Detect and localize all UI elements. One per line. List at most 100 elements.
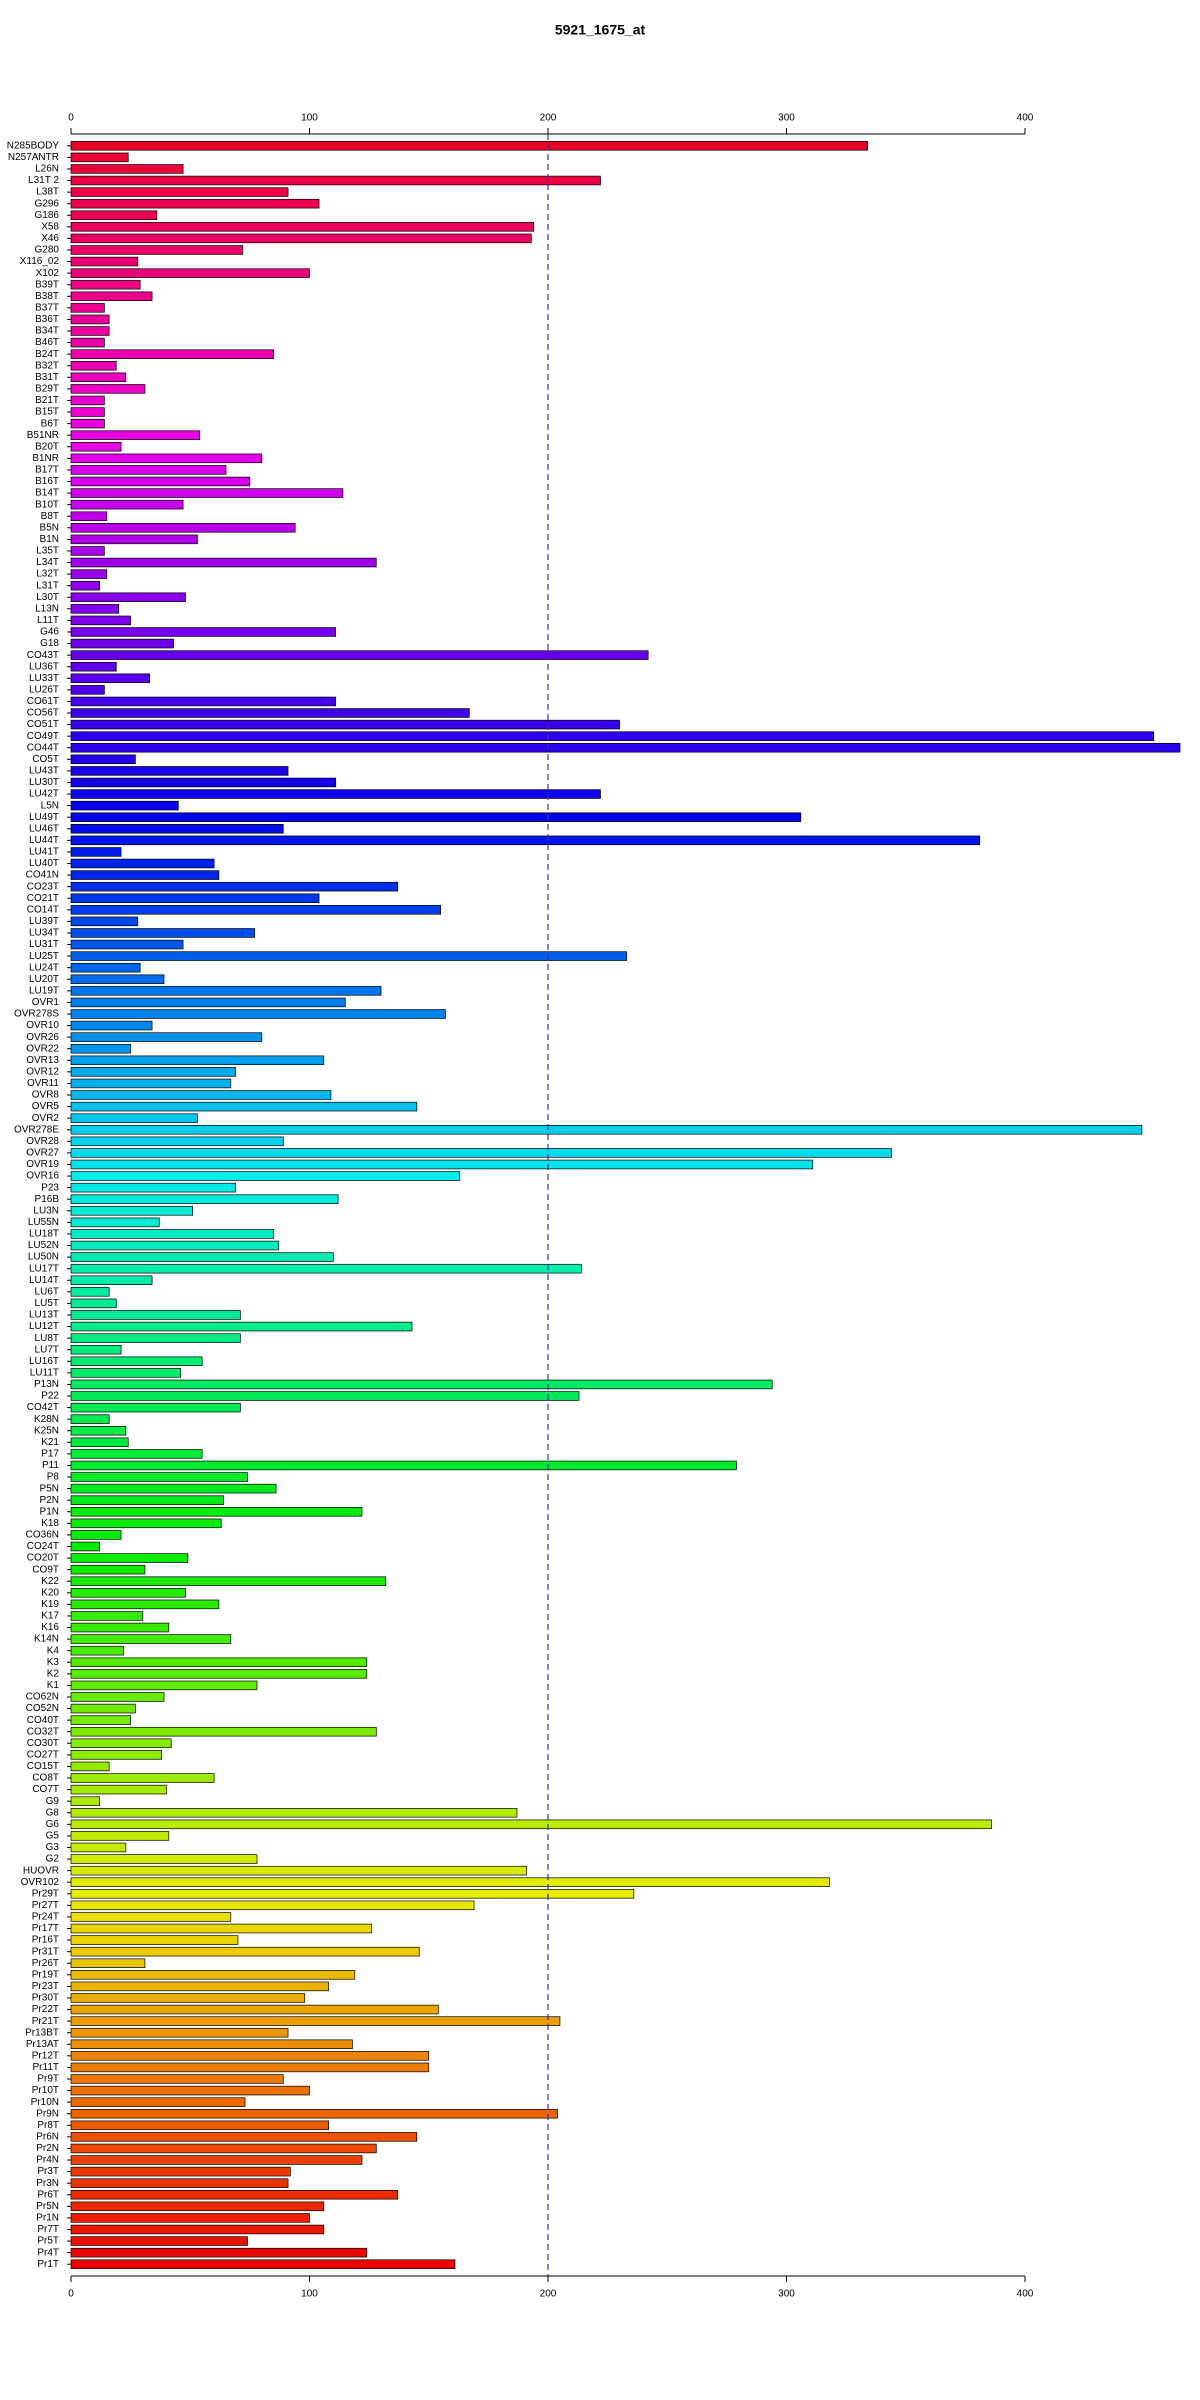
y-tick-label: LU31T [29, 939, 59, 950]
y-tick-label: LU55N [28, 1217, 59, 1228]
y-tick-label: LU33T [29, 673, 59, 684]
bar [70, 708, 470, 718]
y-tick-label: LU7T [35, 1344, 59, 1355]
y-tick-label: LU18T [29, 1229, 59, 1240]
y-tick-label: HUOVR [23, 1865, 59, 1876]
y-tick-label: Pr6N [36, 2132, 59, 2143]
bar [70, 1206, 193, 1216]
bar [70, 314, 110, 325]
bar [70, 1379, 773, 1390]
bar [70, 152, 129, 163]
bar [70, 2062, 430, 2073]
bar [70, 279, 141, 290]
y-tick-label: B24T [35, 349, 59, 360]
y-tick-label: CO42T [27, 1402, 59, 1413]
bar [70, 974, 165, 985]
y-tick-label: K18 [41, 1518, 59, 1529]
y-tick-label: L32T [36, 569, 59, 580]
y-tick-label: B32T [35, 360, 59, 371]
y-tick-label: G9 [46, 1796, 60, 1807]
y-tick-label: L31T 2 [28, 175, 59, 186]
bar [70, 905, 442, 915]
bar [70, 1090, 332, 1100]
bar [70, 580, 100, 591]
bar [70, 1333, 241, 1343]
bar [70, 1518, 222, 1529]
bar [70, 847, 122, 857]
y-tick-label: Pr3N [36, 2178, 59, 2189]
y-tick-label: LU36T [29, 661, 59, 672]
y-tick-label: B1N [40, 534, 59, 545]
bar [70, 1078, 232, 1089]
bar [70, 650, 649, 660]
y-tick-label: CO24T [27, 1541, 59, 1552]
bar [70, 1507, 363, 1517]
y-tick-label: L5N [41, 800, 59, 811]
bar [70, 384, 146, 394]
y-tick-label: OVR5 [32, 1101, 60, 1112]
y-tick-label: Pr13BT [25, 2027, 59, 2038]
y-tick-label: LU42T [29, 789, 59, 800]
y-tick-label: G6 [46, 1819, 60, 1830]
bar [70, 824, 284, 834]
bar [70, 245, 244, 255]
y-tick-label: Pr12T [32, 2050, 59, 2061]
bar [70, 928, 255, 938]
x-tick-label: 300 [778, 2289, 795, 2300]
y-tick-label: Pr31T [32, 1946, 59, 1957]
bar [70, 916, 139, 927]
bar [70, 303, 105, 313]
y-tick-label: CO44T [27, 742, 59, 753]
y-tick-label: K20 [41, 1587, 59, 1598]
bar [70, 1125, 1143, 1135]
bar [70, 1425, 127, 1436]
y-tick-label: P22 [41, 1391, 59, 1402]
bar [70, 337, 105, 348]
bar [70, 1981, 329, 1992]
bar [70, 1576, 387, 1586]
bar [70, 939, 184, 950]
y-tick-label: B20T [35, 441, 59, 452]
bar [70, 1055, 325, 1066]
y-tick-label: Pr2N [36, 2143, 59, 2154]
y-tick-label: CO27T [27, 1750, 59, 1761]
y-tick-label: Pr24T [32, 1912, 59, 1923]
bar [70, 372, 127, 383]
y-tick-label: B1NR [32, 453, 59, 464]
y-tick-label: L26N [35, 164, 59, 175]
y-tick-label: LU19T [29, 985, 59, 996]
y-tick-label: LU40T [29, 858, 59, 869]
y-tick-label: N257ANTR [8, 152, 59, 163]
bar [70, 2143, 377, 2154]
bar [70, 453, 263, 464]
y-tick-label: Pr9N [36, 2108, 59, 2119]
y-tick-label: LU16T [29, 1356, 59, 1367]
bar [70, 1877, 830, 1887]
bar [70, 175, 601, 186]
y-tick-label: OVR11 [27, 1078, 59, 1089]
y-tick-label: OVR19 [26, 1159, 59, 1170]
bar [70, 1229, 275, 1239]
y-tick-label: K28N [34, 1414, 59, 1425]
y-tick-label: CO14T [27, 904, 59, 915]
bar [70, 719, 620, 730]
y-tick-label: Pr3T [37, 2166, 59, 2177]
bar [70, 1159, 814, 1170]
y-tick-label: LU11T [30, 1367, 59, 1378]
bar [70, 1009, 446, 1019]
y-tick-label: L13N [35, 603, 59, 614]
bar [70, 870, 220, 880]
y-tick-label: B10T [35, 499, 59, 510]
bar [70, 499, 184, 510]
y-tick-label: B29T [35, 384, 59, 395]
bar [70, 2074, 284, 2084]
bar [70, 395, 105, 406]
y-tick-label: Pr10T [32, 2085, 59, 2096]
chart-title: 5921_1675_at [555, 22, 646, 38]
y-tick-label: B37T [35, 302, 59, 313]
y-tick-label: Pr27T [32, 1900, 59, 1911]
y-tick-label: P13N [34, 1379, 59, 1390]
bar [70, 1240, 279, 1251]
y-tick-label: LU8T [35, 1333, 59, 1344]
